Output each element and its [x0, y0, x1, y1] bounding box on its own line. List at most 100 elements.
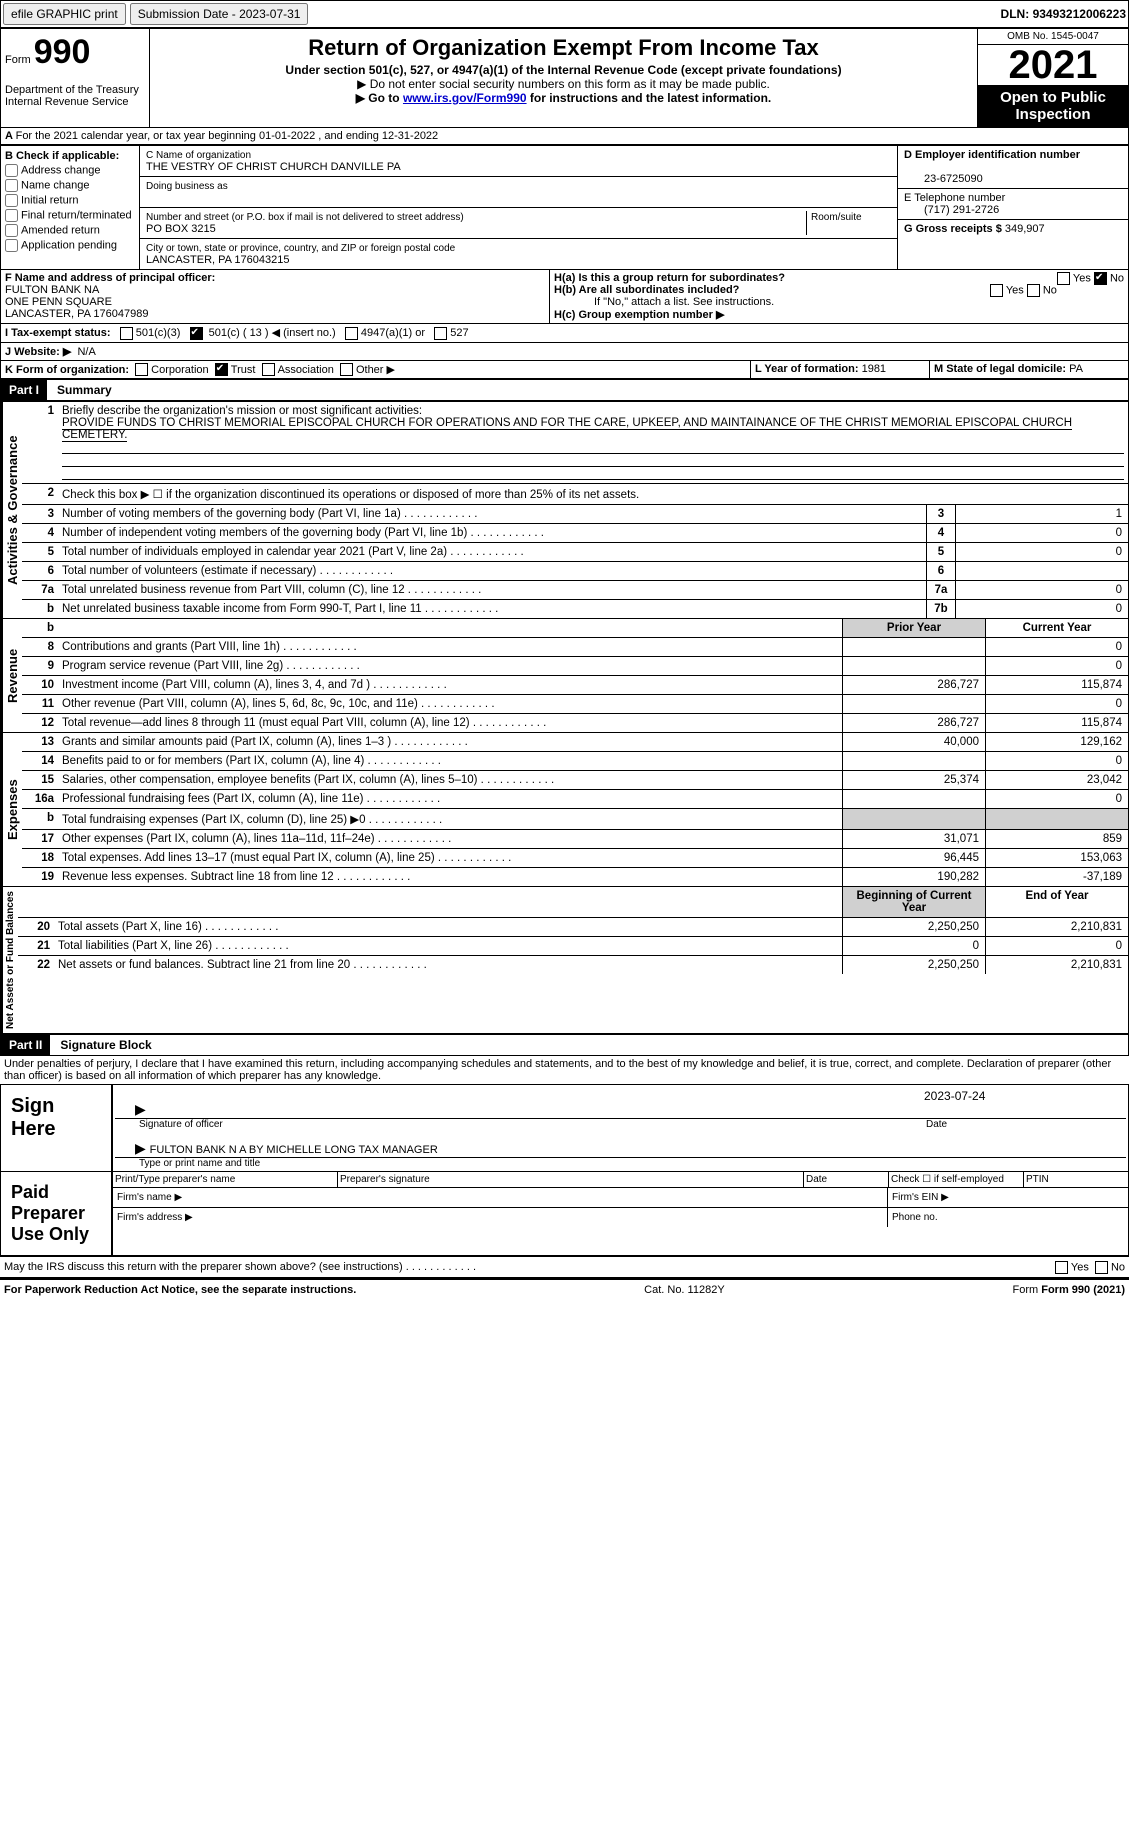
line-9-current: 0 — [985, 657, 1128, 675]
telephone-value: (717) 291-2726 — [904, 204, 999, 216]
line-18-current: 153,063 — [985, 849, 1128, 867]
line-22-desc: Net assets or fund balances. Subtract li… — [54, 956, 842, 974]
cb-501c[interactable] — [190, 327, 203, 340]
line-10-prior: 286,727 — [842, 676, 985, 694]
opt-501c-num: 13 — [250, 327, 262, 339]
line-11-prior — [842, 695, 985, 713]
col-beginning-year: Beginning of Current Year — [842, 887, 985, 917]
line-21-end: 0 — [985, 937, 1128, 955]
cb-application-pending[interactable]: Application pending — [5, 239, 135, 252]
line-15-current: 23,042 — [985, 771, 1128, 789]
line-16a-prior — [842, 790, 985, 808]
ptin-label: PTIN — [1024, 1172, 1128, 1187]
line-b-desc: Net unrelated business taxable income fr… — [58, 600, 926, 618]
cb-final-return[interactable]: Final return/terminated — [5, 209, 135, 222]
line-8-current: 0 — [985, 638, 1128, 656]
part-ii-bar: Part II — [1, 1035, 50, 1055]
pp-self-employed: Check ☐ if self-employed — [889, 1172, 1024, 1187]
line-18-prior: 96,445 — [842, 849, 985, 867]
phone-label: Phone no. — [888, 1208, 1128, 1227]
line-19-desc: Revenue less expenses. Subtract line 18 … — [58, 868, 842, 886]
q1-mission: PROVIDE FUNDS TO CHRIST MEMORIAL EPISCOP… — [62, 417, 1072, 442]
discuss-yes-checkbox[interactable] — [1055, 1261, 1068, 1274]
ha-yes-checkbox[interactable] — [1057, 272, 1070, 285]
tax-year: 2021 — [978, 45, 1128, 85]
vert-net-assets: Net Assets or Fund Balances — [1, 887, 18, 1033]
hb-yes-checkbox[interactable] — [990, 284, 1003, 297]
hb-no-checkbox[interactable] — [1027, 284, 1040, 297]
opt-4947a1: 4947(a)(1) or — [361, 327, 425, 339]
website-value: N/A — [77, 346, 95, 358]
form-header: Form 990 Department of the Treasury Inte… — [0, 28, 1129, 128]
line-13-prior: 40,000 — [842, 733, 985, 751]
form-number: 990 — [34, 33, 91, 71]
cb-4947a1[interactable] — [345, 327, 358, 340]
sig-name: FULTON BANK N A BY MICHELLE LONG TAX MAN… — [150, 1144, 438, 1156]
hb-note: If "No," attach a list. See instructions… — [554, 296, 1124, 308]
dln-label: DLN: — [1001, 7, 1030, 21]
open-public-inspection: Open to Public Inspection — [978, 85, 1128, 127]
pp-name-label: Print/Type preparer's name — [113, 1172, 338, 1187]
paid-preparer-label: Paid Preparer Use Only — [1, 1172, 113, 1255]
line-14-desc: Benefits paid to or for members (Part IX… — [58, 752, 842, 770]
line-17-prior: 31,071 — [842, 830, 985, 848]
officer-label: F Name and address of principal officer: — [5, 272, 215, 284]
cb-amended-return[interactable]: Amended return — [5, 224, 135, 237]
line-13-desc: Grants and similar amounts paid (Part IX… — [58, 733, 842, 751]
line-17-desc: Other expenses (Part IX, column (A), lin… — [58, 830, 842, 848]
dba-label: Doing business as — [146, 181, 228, 192]
line-10-desc: Investment income (Part VIII, column (A)… — [58, 676, 842, 694]
cb-association[interactable] — [262, 363, 275, 376]
dln-value: 93493212006223 — [1033, 7, 1126, 21]
state-domicile-label: M State of legal domicile: — [934, 363, 1066, 375]
line-b-prior — [842, 809, 985, 829]
cb-527[interactable] — [434, 327, 447, 340]
line-12-current: 115,874 — [985, 714, 1128, 732]
submission-date-button[interactable]: Submission Date - 2023-07-31 — [130, 3, 309, 25]
footer-form: Form 990 (2021) — [1041, 1284, 1125, 1296]
line-13-current: 129,162 — [985, 733, 1128, 751]
line-6-value — [955, 562, 1128, 580]
firm-ein-label: Firm's EIN ▶ — [888, 1188, 1128, 1207]
line-b-current — [985, 809, 1128, 829]
cb-address-change[interactable]: Address change — [5, 164, 135, 177]
irs-discuss-label: May the IRS discuss this return with the… — [4, 1261, 403, 1273]
city-state-zip: LANCASTER, PA 176043215 — [146, 254, 290, 266]
line-4-desc: Number of independent voting members of … — [58, 524, 926, 542]
line-21-beginning: 0 — [842, 937, 985, 955]
officer-addr1: ONE PENN SQUARE — [5, 296, 112, 308]
line-11-desc: Other revenue (Part VIII, column (A), li… — [58, 695, 842, 713]
line-9-desc: Program service revenue (Part VIII, line… — [58, 657, 842, 675]
col-current-year: Current Year — [985, 619, 1128, 637]
line-17-current: 859 — [985, 830, 1128, 848]
opt-association: Association — [278, 364, 334, 376]
line-19-prior: 190,282 — [842, 868, 985, 886]
cb-corporation[interactable] — [135, 363, 148, 376]
part-i-bar: Part I — [1, 380, 47, 400]
cb-trust[interactable] — [215, 363, 228, 376]
line-22-end: 2,210,831 — [985, 956, 1128, 974]
gross-receipts-value: 349,907 — [1005, 223, 1045, 235]
q1-label: Briefly describe the organization's miss… — [62, 405, 422, 417]
line-20-desc: Total assets (Part X, line 16) — [54, 918, 842, 936]
ein-label: D Employer identification number — [904, 149, 1080, 161]
state-domicile-value: PA — [1069, 363, 1083, 375]
hb-label: H(b) Are all subordinates included? — [554, 284, 739, 296]
line-5-value: 0 — [955, 543, 1128, 561]
line-5-desc: Total number of individuals employed in … — [58, 543, 926, 561]
section-bcd: B Check if applicable: Address change Na… — [0, 145, 1129, 270]
dept-treasury: Department of the Treasury — [5, 84, 139, 96]
ha-no-checkbox[interactable] — [1094, 272, 1107, 285]
line-16a-desc: Professional fundraising fees (Part IX, … — [58, 790, 842, 808]
col-b-checkboxes: B Check if applicable: Address change Na… — [1, 146, 140, 269]
efile-print-button[interactable]: efile GRAPHIC print — [3, 3, 126, 25]
discuss-no-checkbox[interactable] — [1095, 1261, 1108, 1274]
cb-501c3[interactable] — [120, 327, 133, 340]
irs-form990-link[interactable]: www.irs.gov/Form990 — [403, 91, 527, 105]
form-subtitle: Under section 501(c), 527, or 4947(a)(1)… — [285, 63, 841, 77]
cb-other[interactable] — [340, 363, 353, 376]
line-7a-desc: Total unrelated business revenue from Pa… — [58, 581, 926, 599]
cb-name-change[interactable]: Name change — [5, 179, 135, 192]
address-label: Number and street (or P.O. box if mail i… — [146, 212, 464, 223]
cb-initial-return[interactable]: Initial return — [5, 194, 135, 207]
